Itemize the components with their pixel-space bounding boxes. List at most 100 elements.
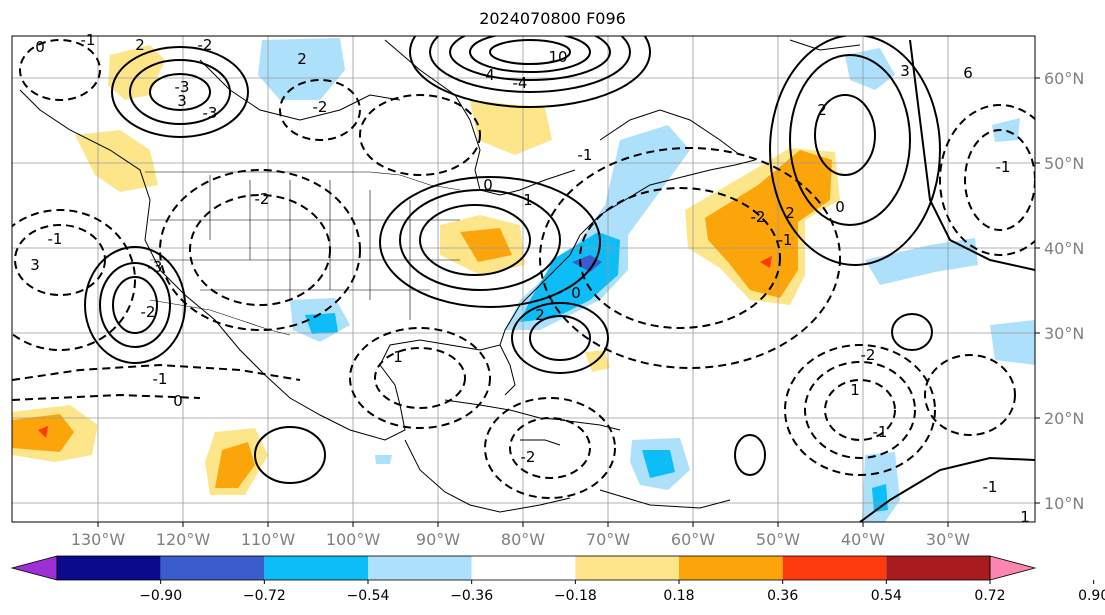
negative-anomaly-region <box>992 118 1020 142</box>
contour-value-label: -1 <box>81 31 96 49</box>
contour-value-label: -1 <box>873 423 888 441</box>
contour-value-label: 6 <box>963 64 973 82</box>
colorbar-tick-label: 0.18 <box>663 588 694 604</box>
contour-value-label: -2 <box>521 448 536 466</box>
colorbar-segments <box>10 555 1037 581</box>
lat-tick-label: 30°N <box>1044 324 1084 343</box>
contour-value-label: -2 <box>255 190 270 208</box>
negative-anomaly-region <box>375 455 392 464</box>
contour-value-label: -1 <box>578 146 593 164</box>
negative-anomaly-region <box>865 238 978 285</box>
negative-anomaly-region <box>258 38 345 100</box>
lat-tick-label: 20°N <box>1044 409 1084 428</box>
colorbar-segment <box>160 556 265 580</box>
colorbar-segment <box>57 556 161 580</box>
contour-value-label: 4 <box>485 66 495 84</box>
colorbar-tick-label: −0.18 <box>554 588 597 604</box>
colorbar-tick-labels: −0.90 −0.72 −0.54 −0.36 −0.18 0.18 0.36 0.54 0.7… <box>139 580 1105 604</box>
colorbar-segment <box>679 556 783 580</box>
colorbar-tick-label: 0.36 <box>767 588 798 604</box>
colorbar-segment <box>575 556 679 580</box>
contour-value-label: -3 <box>148 258 163 276</box>
contour-value-label: -1 <box>48 230 63 248</box>
strong-positive-anomaly-region <box>38 426 48 438</box>
filled-anomaly-layer <box>12 38 1035 522</box>
contour-value-label: 0 <box>835 198 845 216</box>
positive-contours <box>84 36 1035 522</box>
colorbar-tick-label: −0.36 <box>450 588 493 604</box>
contour-value-label: 3 <box>30 256 40 274</box>
lon-tick-label: 30°W <box>926 530 970 549</box>
colorbar-tick-label: 0.72 <box>974 588 1005 604</box>
colorbar-segment <box>368 556 472 580</box>
contour-value-label: -1 <box>153 370 168 388</box>
colorbar-segment <box>264 556 368 580</box>
contour-value-label: -2 <box>313 98 328 116</box>
political-borders <box>145 171 461 336</box>
colorbar-over-extend <box>989 555 1037 581</box>
lon-tick-label: 50°W <box>756 530 800 549</box>
negative-anomaly-region <box>845 48 895 90</box>
map-title: 2024070800 F096 <box>479 9 626 28</box>
contour-value-label: -1 <box>996 158 1011 176</box>
longitude-tick-labels: 130°W 120°W 110°W 100°W 90°W 80°W 70°W 60°W 50°W… <box>71 522 970 549</box>
positive-anomaly-region <box>75 130 158 192</box>
contour-value-label: 1 <box>393 348 403 366</box>
colorbar-tick-label: 0.54 <box>871 588 902 604</box>
contour-value-label: 2 <box>297 50 307 68</box>
lon-tick-label: 40°W <box>841 530 885 549</box>
positive-anomaly-region <box>470 100 552 155</box>
contour-value-label: 3 <box>900 62 910 80</box>
contour-value-label: -2 <box>141 303 156 321</box>
positive-anomaly-region <box>215 442 255 488</box>
negative-anomaly-region <box>990 320 1035 365</box>
colorbar-under-extend <box>10 555 58 581</box>
contour-value-label: 0 <box>571 284 581 302</box>
map-panel <box>11 35 1036 523</box>
lon-tick-label: 130°W <box>71 530 126 549</box>
contour-value-label: 1 <box>850 381 860 399</box>
contour-value-label: 1 <box>523 191 533 209</box>
lon-tick-label: 100°W <box>326 530 381 549</box>
negative-anomaly-region <box>305 313 338 334</box>
strong-positive-anomaly-region <box>760 256 772 268</box>
lon-tick-label: 80°W <box>501 530 545 549</box>
contour-value-label: -2 <box>198 36 213 54</box>
colorbar-tick-label: −0.54 <box>347 588 390 604</box>
contour-value-label: 0 <box>35 38 45 56</box>
contour-value-label: -2 <box>751 208 766 226</box>
contour-value-label: -3 <box>175 78 190 96</box>
lat-tick-label: 60°N <box>1044 69 1084 88</box>
lon-tick-label: 120°W <box>156 530 211 549</box>
negative-anomaly-region <box>642 450 675 478</box>
contour-value-label: 2 <box>535 306 545 324</box>
contour-value-label: -1 <box>983 478 998 496</box>
colorbar-segment <box>471 556 576 580</box>
contour-value-label: 0 <box>173 392 183 410</box>
contour-value-label: 1 <box>1020 508 1030 526</box>
colorbar-tick-label: −0.90 <box>139 588 182 604</box>
colorbar-outline <box>56 555 991 581</box>
lon-tick-label: 110°W <box>241 530 296 549</box>
lon-tick-label: 70°W <box>586 530 630 549</box>
contour-value-label: -4 <box>513 74 528 92</box>
lat-tick-label: 40°N <box>1044 239 1084 258</box>
contour-value-label: -2 <box>861 346 876 364</box>
contour-value-label: -1 <box>778 231 793 249</box>
contour-value-label: 2 <box>817 101 827 119</box>
contour-value-label: 3 <box>177 92 187 110</box>
contour-value-label: -3 <box>203 104 218 122</box>
colorbar-tick-label: 0.90 <box>1078 588 1105 604</box>
contour-value-label: 10 <box>548 48 567 66</box>
lon-tick-label: 90°W <box>416 530 460 549</box>
contour-value-label: 2 <box>135 36 145 54</box>
contour-value-label: 2 <box>785 204 795 222</box>
lon-tick-label: 60°W <box>671 530 715 549</box>
lat-tick-label: 10°N <box>1044 494 1084 513</box>
graticule <box>12 36 1035 522</box>
negative-contours <box>12 39 1035 499</box>
colorbar-tick-label: −0.72 <box>243 588 286 604</box>
positive-anomaly-region <box>460 228 512 262</box>
colorbar-segment <box>782 556 887 580</box>
